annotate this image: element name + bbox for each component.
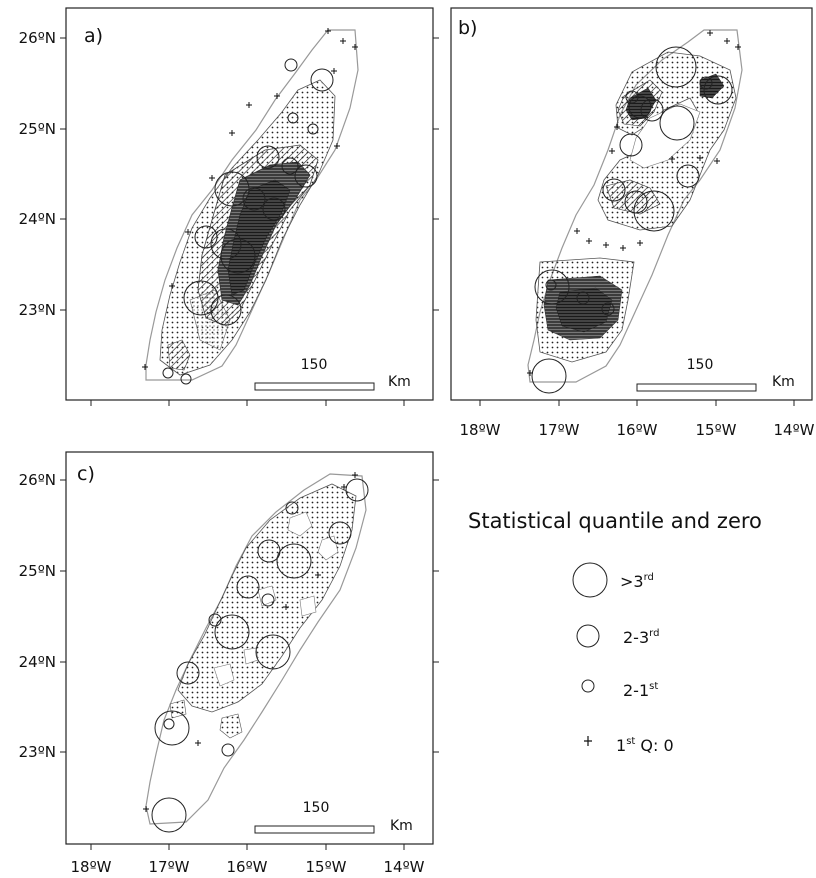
panel-a-scale-unit: Km [388, 374, 411, 390]
lon-label-17w-b: 17ºW [539, 421, 580, 439]
legend-item-0: >3rd [620, 572, 654, 591]
panel-a-circles [162, 58, 334, 385]
panel-b-scale-value: 150 [687, 357, 714, 373]
panel-c-lat-23: 23ºN [19, 743, 56, 761]
panel-a-dark-core [227, 179, 291, 296]
panel-a-crosses [142, 28, 358, 370]
panel-c-islet-1 [219, 713, 243, 739]
panel-a-lat-23: 23ºN [19, 301, 56, 319]
panel-c-scale-bar: 150 Km [254, 800, 413, 834]
panel-c: c) 26ºN 25ºN 24ºN 23ºN 18ºW 17ºW 16ºW 15… [19, 451, 439, 876]
legend-item-3: 1st Q: 0 [616, 736, 674, 755]
lon-label-18w-c: 18ºW [71, 858, 112, 876]
panel-b-scale-bar: 150 Km [636, 357, 795, 392]
panel-a-lat-26: 26ºN [19, 29, 56, 47]
panel-b-inner-blank [629, 103, 701, 169]
panel-a-label: a) [84, 25, 103, 47]
panel-b: b) [450, 7, 813, 406]
legend: Statistical quantile and zero >3rd 2-3rd… [468, 509, 762, 755]
lon-label-14w-b: 14ºW [774, 421, 815, 439]
panel-b-label: b) [458, 17, 477, 39]
lon-label-15w-c: 15ºW [306, 858, 347, 876]
panel-b-lon-ticks [479, 400, 795, 406]
panel-a-lon-ticks [90, 400, 405, 406]
panel-c-lat-25: 25ºN [19, 562, 56, 580]
panel-b-circles [531, 46, 733, 394]
panel-b-ne-dark [699, 73, 725, 99]
panel-c-label: c) [77, 463, 95, 485]
panel-c-lat-24: 24ºN [19, 653, 56, 671]
legend-title: Statistical quantile and zero [468, 509, 762, 533]
legend-item-2: 2-1st [623, 681, 658, 700]
panel-b-north-dark [625, 87, 657, 121]
panel-c-scale-unit: Km [390, 818, 413, 834]
legend-symbol-small-circle [581, 679, 595, 693]
lon-label-17w-c: 17ºW [149, 858, 190, 876]
panel-c-lat-axis: 26ºN 25ºN 24ºN 23ºN [19, 471, 439, 761]
panel-a: a) 26ºN 25ºN 24ºN 23ºN [19, 7, 439, 406]
legend-symbol-medium-circle [576, 624, 600, 648]
panel-c-circles [151, 478, 369, 833]
lon-label-16w-c: 16ºW [227, 858, 268, 876]
lon-label-16w-b: 16ºW [617, 421, 658, 439]
panel-c-scale-value: 150 [303, 800, 330, 816]
legend-symbol-large-circle [572, 562, 608, 598]
panel-b-crosses [527, 30, 741, 376]
panel-c-islet-2 [169, 699, 187, 719]
panel-c-lat-26: 26ºN [19, 471, 56, 489]
legend-item-1: 2-3rd [623, 628, 659, 647]
lon-label-18w-b: 18ºW [460, 421, 501, 439]
panel-a-scale-bar: 150 Km [254, 357, 411, 391]
panel-a-lat-axis: 26ºN 25ºN 24ºN 23ºN [19, 29, 439, 319]
panel-b-south-dark [555, 287, 613, 333]
panel-a-lat-25: 25ºN [19, 120, 56, 138]
panel-a-hatched-south [167, 339, 191, 371]
lon-label-15w-b: 15ºW [696, 421, 737, 439]
panel-a-lat-24: 24ºN [19, 210, 56, 228]
panel-c-holes [213, 511, 339, 687]
middle-lon-axis: 18ºW 17ºW 16ºW 15ºW 14ºW [460, 421, 815, 439]
panel-b-scale-unit: Km [772, 374, 795, 390]
panel-a-scale-value: 150 [301, 357, 328, 373]
lon-label-14w-c: 14ºW [384, 858, 425, 876]
panel-c-lon-axis: 18ºW 17ºW 16ºW 15ºW 14ºW [71, 844, 425, 876]
legend-symbol-cross [584, 736, 592, 746]
panel-c-crosses [143, 472, 358, 812]
